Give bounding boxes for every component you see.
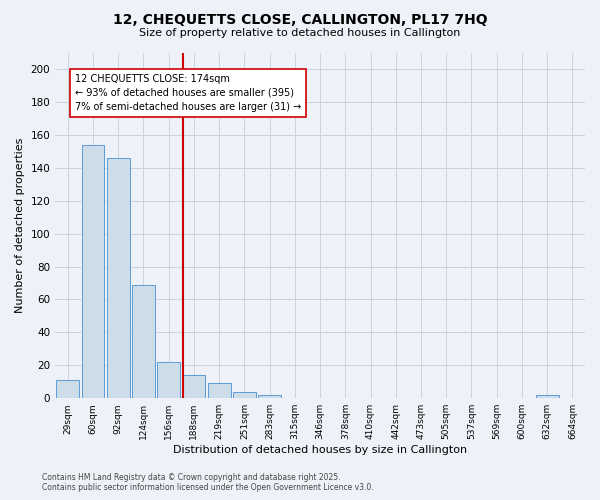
Bar xyxy=(258,395,281,398)
Bar xyxy=(208,384,230,398)
X-axis label: Distribution of detached houses by size in Callington: Distribution of detached houses by size … xyxy=(173,445,467,455)
Bar xyxy=(107,158,130,398)
Bar xyxy=(157,362,180,398)
Bar xyxy=(56,380,79,398)
Bar xyxy=(182,375,205,398)
Text: Size of property relative to detached houses in Callington: Size of property relative to detached ho… xyxy=(139,28,461,38)
Bar xyxy=(82,144,104,398)
Bar xyxy=(536,395,559,398)
Bar xyxy=(132,284,155,398)
Y-axis label: Number of detached properties: Number of detached properties xyxy=(15,138,25,313)
Text: 12 CHEQUETTS CLOSE: 174sqm
← 93% of detached houses are smaller (395)
7% of semi: 12 CHEQUETTS CLOSE: 174sqm ← 93% of deta… xyxy=(76,74,302,112)
Bar xyxy=(233,392,256,398)
Text: Contains HM Land Registry data © Crown copyright and database right 2025.
Contai: Contains HM Land Registry data © Crown c… xyxy=(42,473,374,492)
Text: 12, CHEQUETTS CLOSE, CALLINGTON, PL17 7HQ: 12, CHEQUETTS CLOSE, CALLINGTON, PL17 7H… xyxy=(113,12,487,26)
